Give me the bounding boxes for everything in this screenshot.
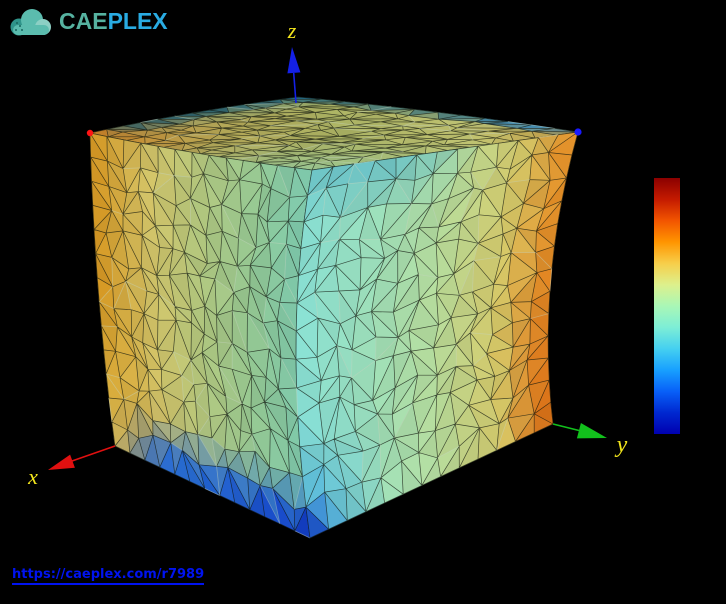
y-axis: y: [552, 423, 628, 458]
x-axis: x: [27, 445, 116, 489]
logo-text-cae: CAE: [59, 8, 108, 34]
logo-text-plex: PLEX: [107, 8, 168, 34]
x-axis-line: [71, 445, 116, 462]
y-axis-line: [552, 423, 580, 432]
y-axis-arrowhead: [576, 423, 607, 439]
colorbar-legend: [654, 178, 680, 434]
x-axis-label: x: [27, 464, 38, 489]
fem-mesh-cube: [89, 96, 579, 539]
y-axis-label: y: [615, 432, 628, 458]
x-axis-arrowhead: [48, 454, 75, 470]
fixed-node-marker: [86, 129, 94, 137]
z-axis: z: [287, 18, 301, 104]
z-axis-line: [292, 72, 297, 104]
loaded-node-marker: [574, 128, 582, 136]
caeplex-logo[interactable]: CAEPLEX: [6, 6, 168, 36]
z-axis-arrowhead: [287, 47, 301, 74]
cloud-icon: [10, 9, 51, 36]
share-link[interactable]: https://caeplex.com/r7989: [12, 567, 205, 585]
logo-wordmark: CAEPLEX: [59, 7, 168, 35]
z-axis-label: z: [287, 18, 297, 43]
